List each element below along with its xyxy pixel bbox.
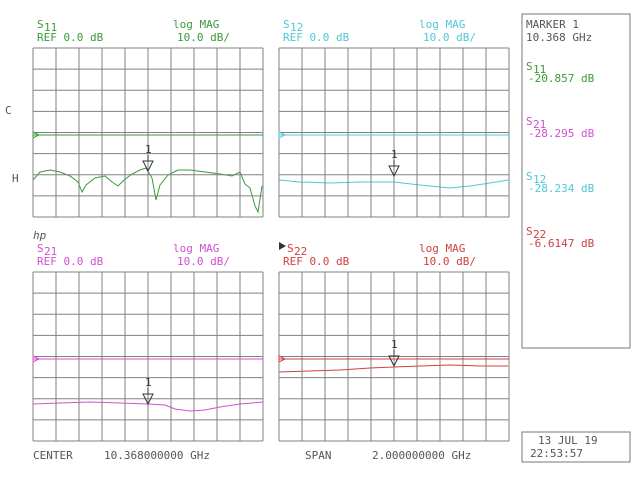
reading-sub: 21	[533, 118, 546, 131]
marker-freq: 10.368 GHz	[526, 31, 592, 44]
ref-marker	[278, 355, 287, 363]
scale: 10.0 dB/	[423, 255, 476, 268]
format: log MAG	[419, 242, 465, 255]
reading-param: S	[526, 170, 533, 183]
param-sub: 21	[44, 245, 57, 258]
footer-label: SPAN	[305, 449, 332, 462]
footer-label: CENTER	[33, 449, 73, 462]
side-label: hp	[33, 229, 47, 242]
format: log MAG	[419, 18, 465, 31]
reading-param: S	[526, 225, 533, 238]
trace	[32, 401, 264, 412]
marker-title: MARKER 1	[526, 18, 579, 31]
marker-box	[521, 13, 631, 349]
param: S	[37, 18, 44, 31]
reading-param: S	[526, 60, 533, 73]
grid	[32, 47, 264, 218]
reading-value: -6.6147 dB	[528, 237, 595, 250]
ref: REF 0.0 dB	[37, 31, 104, 44]
param-sub: 22	[294, 245, 307, 258]
param: S	[37, 242, 44, 255]
scale: 10.0 dB/	[423, 31, 476, 44]
side-label: C	[5, 104, 12, 117]
reading-value: -28.295 dB	[528, 127, 595, 140]
ref-marker	[32, 355, 41, 363]
param: S	[287, 242, 294, 255]
format: log MAG	[173, 242, 219, 255]
footer-value: 2.000000000 GHz	[372, 449, 471, 462]
marker-number: 1	[145, 376, 152, 389]
param: S	[283, 18, 290, 31]
reading-value: -28.234 dB	[528, 182, 595, 195]
param-sub: 12	[290, 21, 303, 34]
scale: 10.0 dB/	[177, 31, 230, 44]
ref: REF 0.0 dB	[283, 255, 350, 268]
footer-value: 10.368000000 GHz	[104, 449, 210, 462]
reading-sub: 12	[533, 173, 546, 186]
active-channel	[279, 242, 286, 250]
marker-number: 1	[145, 143, 152, 156]
ref: REF 0.0 dB	[37, 255, 104, 268]
grid	[278, 47, 510, 218]
marker-arrow	[142, 155, 154, 173]
marker-arrow	[388, 160, 400, 178]
date: 13 JUL 19	[538, 434, 598, 447]
date-box	[521, 431, 631, 463]
reading-sub: 22	[533, 228, 546, 241]
ref-marker	[32, 131, 41, 139]
format: log MAG	[173, 18, 219, 31]
trace	[278, 179, 509, 189]
ref-marker	[278, 131, 287, 139]
reading-value: -20.857 dB	[528, 72, 595, 85]
marker-arrow	[388, 350, 400, 368]
ref: REF 0.0 dB	[283, 31, 350, 44]
marker-arrow	[142, 388, 154, 406]
reading-param: S	[526, 115, 533, 128]
marker-number: 1	[391, 148, 398, 161]
side-label: H	[12, 172, 19, 185]
marker-number: 1	[391, 338, 398, 351]
reading-sub: 11	[533, 63, 546, 76]
grid	[32, 271, 264, 442]
time: 22:53:57	[530, 447, 583, 460]
scale: 10.0 dB/	[177, 255, 230, 268]
param-sub: 11	[44, 21, 57, 34]
